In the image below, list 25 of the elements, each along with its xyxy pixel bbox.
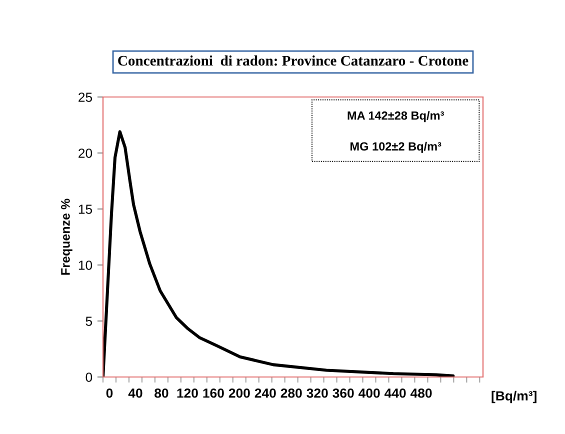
- x-tick-label: 120: [177, 388, 198, 398]
- x-tick-label: 160: [203, 388, 224, 398]
- annotation: MG 102±2 Bq/m³: [350, 142, 442, 153]
- y-tick-label: 0: [86, 372, 92, 382]
- x-tick-label: 80: [154, 388, 168, 398]
- x-tick-label: 480: [410, 388, 432, 398]
- x-tick-label: 320: [306, 388, 328, 398]
- y-tick-label: 10: [78, 260, 92, 270]
- x-tick-label: 440: [384, 388, 406, 398]
- x-tick-label: 360: [332, 388, 354, 398]
- y-tick-label: 25: [78, 92, 92, 102]
- x-axis-title: [Bq/m³]: [492, 390, 536, 404]
- x-tick-label: 240: [254, 388, 276, 398]
- x-tick-label: 280: [280, 388, 302, 398]
- x-tick-label: 200: [228, 388, 250, 398]
- y-tick-label: 20: [78, 148, 92, 158]
- x-tick-label: 0: [106, 388, 113, 398]
- x-tick-label: 40: [128, 388, 142, 398]
- y-tick-label: 5: [86, 316, 92, 326]
- y-axis-title: Frequenze %: [61, 198, 72, 275]
- chart-title: Concentrazioni di radon: Province Catanzaro - Crotone: [118, 55, 468, 66]
- y-tick-label: 15: [78, 204, 92, 214]
- x-tick-label: 400: [358, 388, 380, 398]
- annotation: MA 142±28 Bq/m³: [348, 111, 444, 122]
- line-series: [103, 130, 455, 377]
